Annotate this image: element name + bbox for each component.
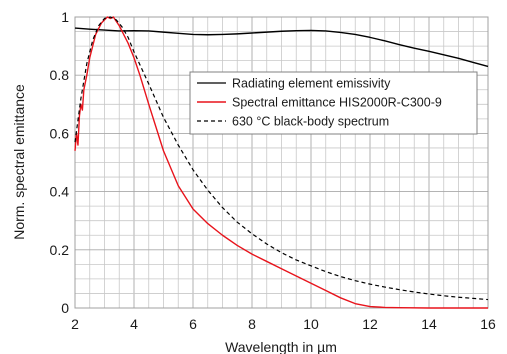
legend: Radiating element emissivity Spectral em… [189, 71, 478, 135]
y-tick-label: 1 [61, 9, 69, 25]
legend-label-spectral: Spectral emittance HIS2000R-C300-9 [232, 96, 442, 110]
x-axis-label: Wavelength in µm [225, 339, 337, 354]
x-tick-label: 6 [189, 316, 197, 332]
legend-box [189, 71, 478, 135]
plot-frame [74, 16, 489, 309]
legend-label-emissivity: Radiating element emissivity [232, 77, 391, 91]
y-tick-labels: 0 0.2 0.4 0.6 0.8 1 [50, 9, 70, 316]
series-line-blackbody [74, 16, 489, 301]
y-tick-label: 0.4 [50, 184, 70, 200]
y-tick-label: 0.2 [50, 242, 70, 258]
x-tick-label: 14 [421, 316, 437, 332]
x-tick-labels: 2 4 6 8 10 12 14 16 [71, 316, 496, 332]
x-tick-label: 8 [248, 316, 256, 332]
x-tick-label: 10 [303, 316, 319, 332]
series-line-emissivity [74, 27, 489, 68]
y-tick-label: 0.8 [50, 67, 70, 83]
series-lines [74, 16, 489, 309]
x-tick-label: 16 [480, 316, 496, 332]
y-tick-label: 0.6 [50, 125, 70, 141]
y-tick-label: 0 [61, 300, 69, 316]
legend-label-blackbody: 630 °C black-body spectrum [232, 115, 389, 129]
grid [74, 16, 489, 309]
x-tick-label: 4 [130, 316, 138, 332]
series-line-spectral-emittance [74, 16, 488, 309]
x-tick-label: 2 [71, 316, 79, 332]
x-tick-label: 12 [362, 316, 378, 332]
y-axis-label: Norm. spectral emittance [11, 84, 27, 240]
